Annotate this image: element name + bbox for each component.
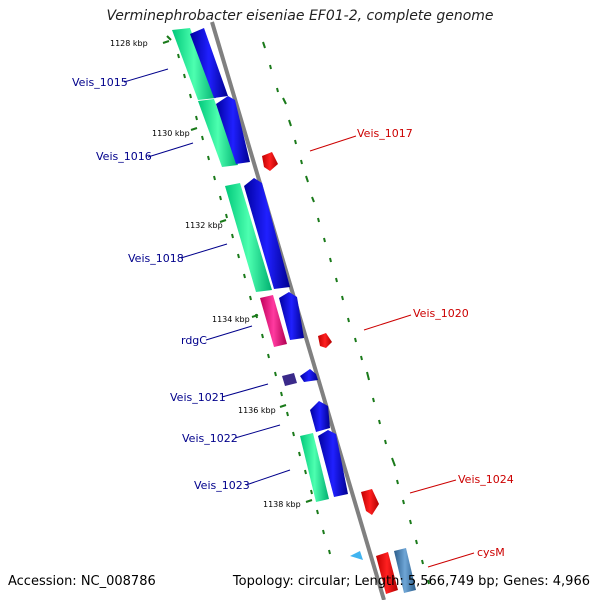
tick-label-1132: 1132 kbp xyxy=(185,221,223,230)
gene-veis-1016-green[interactable] xyxy=(198,99,238,167)
gene-veis-1018-blue[interactable] xyxy=(244,178,290,289)
map-title: Verminephrobacter eiseniae EF01-2, compl… xyxy=(106,8,494,24)
tick-label-1134: 1134 kbp xyxy=(212,315,250,324)
gene-veis-1015-green[interactable] xyxy=(172,28,216,100)
gc-content-track xyxy=(166,35,331,555)
gene-veis-1021-blue[interactable] xyxy=(300,369,318,382)
label-veis-1020[interactable]: Veis_1020 xyxy=(413,307,469,320)
tick-label-1136: 1136 kbp xyxy=(238,406,276,415)
genome-summary-text: Topology: circular; Length: 5,566,749 bp… xyxy=(232,574,590,589)
gene-veis-1018-green[interactable] xyxy=(225,183,272,292)
gene-rdgc-blue[interactable] xyxy=(279,292,304,340)
label-rdgc[interactable]: rdgC xyxy=(181,334,207,347)
gene-veis-1022-blue[interactable] xyxy=(310,401,330,432)
label-veis-1015[interactable]: Veis_1015 xyxy=(72,76,128,89)
label-veis-1018[interactable]: Veis_1018 xyxy=(128,252,184,265)
gene-cysm-steel[interactable] xyxy=(394,548,416,593)
label-cysm[interactable]: cysM xyxy=(477,546,505,559)
label-veis-1021[interactable]: Veis_1021 xyxy=(170,391,226,404)
gene-veis-1023-blue[interactable] xyxy=(318,430,348,497)
tick-label-1130: 1130 kbp xyxy=(152,129,190,138)
label-veis-1016[interactable]: Veis_1016 xyxy=(96,150,152,163)
gene-veis-1017-red[interactable] xyxy=(262,152,278,171)
label-veis-1023[interactable]: Veis_1023 xyxy=(194,479,250,492)
accession-text: Accession: NC_008786 xyxy=(8,574,156,589)
gc-skew-track xyxy=(262,41,430,585)
gene-rdgc-pink[interactable] xyxy=(260,295,287,347)
leader-lines-forward xyxy=(309,135,475,568)
label-veis-1022[interactable]: Veis_1022 xyxy=(182,432,238,445)
gene-veis-1015-blue[interactable] xyxy=(190,28,228,98)
scale-ticks xyxy=(162,40,313,503)
gene-veis-1020-red[interactable] xyxy=(318,333,332,348)
leader-lines-reverse xyxy=(123,68,291,486)
gene-small-cyan[interactable] xyxy=(350,551,363,560)
gene-veis-1024-red[interactable] xyxy=(361,489,379,515)
gene-veis-1023-green[interactable] xyxy=(300,433,329,502)
label-veis-1017[interactable]: Veis_1017 xyxy=(357,127,413,140)
label-veis-1024[interactable]: Veis_1024 xyxy=(458,473,514,486)
gene-cysm-red[interactable] xyxy=(376,552,398,594)
tick-label-1138: 1138 kbp xyxy=(263,500,301,509)
gene-veis-1016-blue[interactable] xyxy=(216,96,250,164)
gene-veis-1021-small[interactable] xyxy=(282,373,297,386)
tick-label-1128: 1128 kbp xyxy=(110,39,148,48)
